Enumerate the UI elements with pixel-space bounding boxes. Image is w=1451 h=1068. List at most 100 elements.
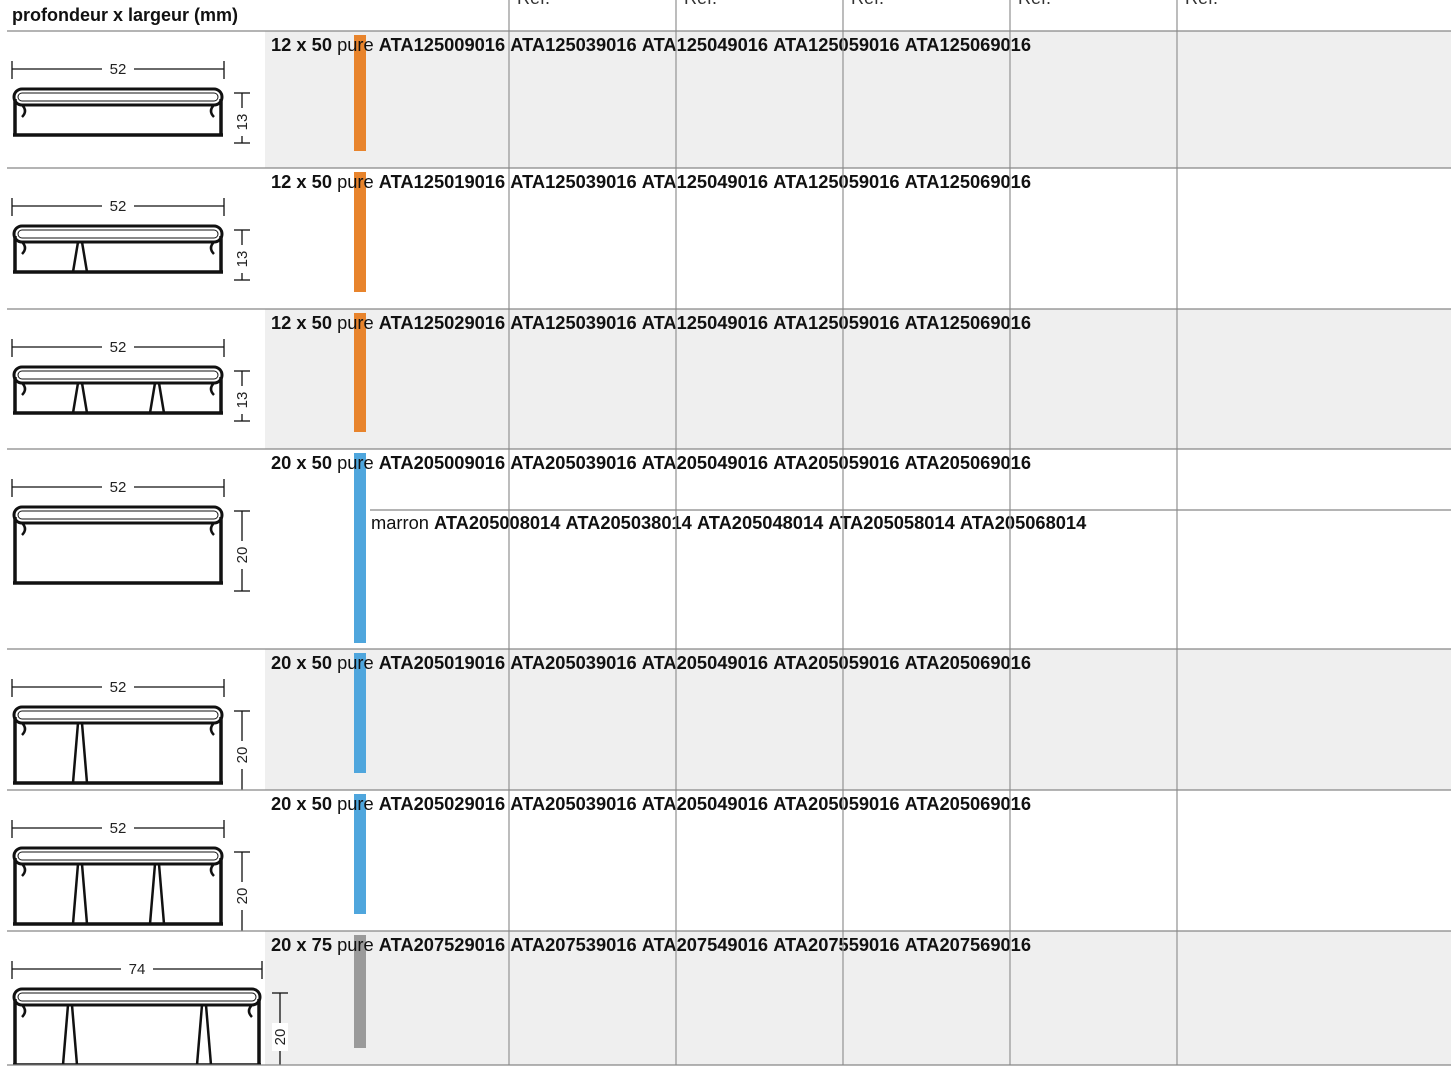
size: 12 x 50 bbox=[271, 171, 332, 192]
reference: ATA125019016 bbox=[378, 171, 506, 192]
product-line: 20 x 50 pure ATA205009016 ATA205039016 A… bbox=[271, 452, 1031, 474]
curl bbox=[209, 241, 215, 255]
reference: ATA125049016 bbox=[641, 171, 769, 192]
product-line: 20 x 50 pure ATA205029016 ATA205039016 A… bbox=[271, 793, 1031, 815]
label-bg bbox=[234, 882, 250, 910]
reference: ATA205059016 bbox=[773, 793, 900, 814]
reference: ATA207529016 bbox=[378, 934, 506, 955]
product-line: 12 x 50 pure ATA125019016 ATA125039016 A… bbox=[271, 171, 1031, 193]
lid bbox=[12, 365, 224, 385]
reference: ATA125069016 bbox=[904, 312, 1032, 333]
width-label: 52 bbox=[110, 339, 127, 356]
lid-inner bbox=[17, 370, 219, 380]
curl bbox=[21, 104, 27, 118]
reference: ATA205059016 bbox=[773, 652, 900, 673]
color-bar bbox=[354, 935, 366, 1048]
finish: pure bbox=[337, 34, 374, 55]
color-bar bbox=[354, 653, 366, 773]
finish: pure bbox=[337, 934, 374, 955]
lid-inner bbox=[17, 710, 219, 720]
reference: ATA205049016 bbox=[641, 452, 769, 473]
label-bg bbox=[234, 245, 250, 273]
lid bbox=[12, 87, 224, 107]
reference: ATA205039016 bbox=[510, 793, 637, 814]
lid-inner bbox=[17, 92, 219, 102]
finish: pure bbox=[337, 652, 374, 673]
diagram-line bbox=[61, 1004, 70, 1065]
lid bbox=[12, 224, 224, 244]
column-header: Réf. bbox=[851, 0, 884, 9]
label-bg bbox=[102, 819, 134, 837]
reference: ATA125069016 bbox=[904, 171, 1032, 192]
curl bbox=[21, 382, 27, 396]
reference: ATA205049016 bbox=[641, 793, 769, 814]
finish: pure bbox=[337, 452, 374, 473]
lid-inner bbox=[17, 992, 257, 1002]
lid-inner bbox=[17, 510, 219, 520]
label-bg bbox=[102, 678, 134, 696]
curl bbox=[209, 104, 215, 118]
reference: ATA205039016 bbox=[510, 452, 637, 473]
diagram-line bbox=[148, 863, 157, 925]
reference: ATA207569016 bbox=[904, 934, 1032, 955]
profile-diagram: 52 20 bbox=[11, 819, 251, 931]
product-line: 12 x 50 pure ATA125009016 ATA125039016 A… bbox=[271, 34, 1031, 56]
product-line: 20 x 50 pure ATA205019016 ATA205039016 A… bbox=[271, 652, 1031, 674]
reference: ATA125059016 bbox=[773, 171, 900, 192]
reference: ATA125039016 bbox=[510, 34, 637, 55]
reference: ATA125049016 bbox=[641, 312, 769, 333]
size: 20 x 75 bbox=[271, 934, 332, 955]
size: 20 x 50 bbox=[271, 452, 332, 473]
width-label: 74 bbox=[129, 961, 146, 978]
diagram-line bbox=[80, 722, 89, 784]
height-label: 20 bbox=[234, 547, 251, 564]
column-header: Réf. bbox=[684, 0, 717, 9]
height-label: 20 bbox=[234, 888, 251, 905]
color-bar bbox=[354, 794, 366, 914]
width-label: 52 bbox=[110, 820, 127, 837]
reference: ATA125009016 bbox=[378, 34, 506, 55]
diagram-line bbox=[71, 863, 80, 925]
reference: ATA125039016 bbox=[510, 312, 637, 333]
label-bg bbox=[234, 741, 250, 769]
width-label: 52 bbox=[110, 479, 127, 496]
lid-inner bbox=[17, 851, 219, 861]
color-bar bbox=[354, 313, 366, 432]
finish: pure bbox=[337, 171, 374, 192]
lid-inner bbox=[17, 229, 219, 239]
curl bbox=[21, 522, 27, 536]
size: 12 x 50 bbox=[271, 312, 332, 333]
profile-diagram: 52 20 bbox=[11, 478, 251, 592]
lid bbox=[12, 505, 224, 525]
height-label: 20 bbox=[234, 747, 251, 764]
reference: ATA125049016 bbox=[641, 34, 769, 55]
profile-diagram: 52 13 bbox=[11, 197, 251, 281]
label-bg bbox=[102, 338, 134, 356]
curl bbox=[21, 1004, 27, 1018]
diagram-line bbox=[71, 722, 80, 784]
profile-diagram: 52 13 bbox=[11, 60, 251, 144]
lid bbox=[12, 846, 224, 866]
curl bbox=[209, 522, 215, 536]
diagram-line bbox=[80, 382, 89, 414]
reference: ATA125039016 bbox=[510, 171, 637, 192]
diagram-line bbox=[70, 1004, 79, 1065]
width-label: 52 bbox=[110, 61, 127, 78]
height-label: 13 bbox=[234, 114, 251, 131]
finish: marron bbox=[371, 512, 429, 533]
size: 12 x 50 bbox=[271, 34, 332, 55]
height-label: 13 bbox=[234, 251, 251, 268]
diagram-line bbox=[148, 382, 157, 414]
curl bbox=[21, 241, 27, 255]
reference: ATA205059016 bbox=[773, 452, 900, 473]
size: 20 x 50 bbox=[271, 652, 332, 673]
product-line: 12 x 50 pure ATA125029016 ATA125039016 A… bbox=[271, 312, 1031, 334]
product-line: 20 x 75 pure ATA207529016 ATA207539016 A… bbox=[271, 934, 1031, 956]
reference: ATA205048014 bbox=[696, 512, 824, 533]
reference: ATA205069016 bbox=[904, 793, 1032, 814]
reference: ATA207559016 bbox=[773, 934, 900, 955]
reference: ATA125059016 bbox=[773, 34, 900, 55]
reference: ATA205009016 bbox=[378, 452, 506, 473]
